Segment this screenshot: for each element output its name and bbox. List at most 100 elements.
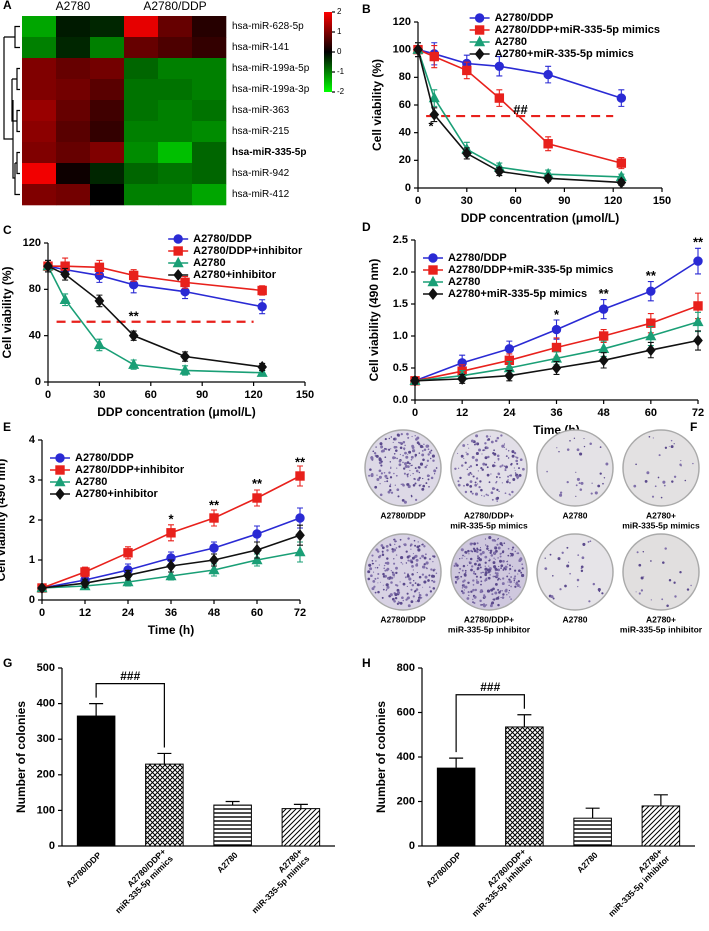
- colony: [412, 595, 415, 598]
- colony: [504, 469, 507, 472]
- colony: [421, 487, 425, 491]
- colony: [578, 482, 581, 485]
- heatmap-cell: [124, 16, 159, 38]
- x-tick-label: 150: [296, 389, 314, 401]
- colony: [501, 582, 505, 586]
- colony: [580, 567, 583, 570]
- colorbar-tick-label: -2: [337, 87, 345, 96]
- colony: [510, 462, 513, 465]
- colony: [576, 448, 580, 452]
- colony: [479, 576, 482, 579]
- colony: [597, 484, 601, 488]
- heatmap-cell: [90, 121, 125, 143]
- colony: [424, 553, 427, 556]
- colony: [494, 567, 498, 571]
- marker: [55, 488, 65, 500]
- colony: [487, 438, 491, 441]
- colony: [397, 601, 400, 603]
- row-label: hsa-miR-199a-5p: [232, 63, 310, 74]
- marker: [462, 65, 472, 76]
- colony: [583, 445, 586, 448]
- colony: [498, 591, 501, 594]
- colony: [472, 588, 475, 592]
- colony: [575, 471, 577, 473]
- y-axis-label: Number of colonies: [374, 701, 388, 813]
- colony: [407, 483, 410, 486]
- colony: [487, 455, 490, 459]
- colony: [402, 599, 404, 602]
- dendrogram: [3, 25, 20, 196]
- heatmap-cell: [22, 142, 57, 164]
- error-bar: [449, 757, 464, 769]
- colony: [491, 498, 494, 501]
- marker: [257, 302, 267, 312]
- colony: [383, 472, 386, 474]
- colony: [465, 483, 469, 487]
- marker: [428, 288, 438, 300]
- colony: [484, 573, 488, 577]
- colony: [499, 476, 501, 479]
- colony: [389, 483, 392, 486]
- colony: [499, 578, 502, 581]
- marker: [252, 493, 262, 503]
- heatmap-cell: [22, 121, 57, 143]
- plate-label: A2780/DDP+: [464, 614, 514, 624]
- colony: [488, 576, 491, 580]
- colony: [377, 590, 380, 594]
- marker: [180, 350, 190, 363]
- colony: [497, 472, 500, 475]
- group-label: A2780: [56, 0, 91, 13]
- colony: [371, 554, 374, 557]
- colony: [648, 435, 651, 438]
- colony: [380, 464, 383, 467]
- colony: [518, 473, 522, 477]
- colony: [674, 595, 677, 598]
- colony: [375, 548, 379, 552]
- colony: [411, 565, 414, 568]
- annotation: **: [693, 235, 704, 250]
- colony: [416, 563, 418, 566]
- colony: [516, 475, 520, 479]
- colony: [410, 560, 414, 564]
- colony: [396, 433, 400, 437]
- colony: [390, 491, 394, 494]
- colony: [376, 478, 380, 481]
- colony: [590, 492, 593, 495]
- colony: [422, 458, 425, 462]
- heatmap-cell: [158, 163, 193, 185]
- heatmap-cell: [22, 79, 57, 101]
- colony: [383, 564, 386, 567]
- colony: [478, 485, 481, 489]
- colony: [509, 474, 513, 477]
- colony: [467, 564, 469, 566]
- colony: [389, 489, 392, 492]
- marker: [646, 286, 656, 296]
- colony: [394, 543, 396, 546]
- x-tick-label: 48: [598, 407, 610, 419]
- colony: [579, 488, 583, 491]
- colony: [498, 490, 500, 493]
- colony: [384, 456, 387, 459]
- colony: [422, 477, 424, 480]
- legend-label: A2780+miR-335-5p mimics: [448, 288, 587, 300]
- y-tick-label: 60: [399, 99, 411, 111]
- colony: [509, 494, 511, 496]
- colony: [599, 446, 602, 448]
- marker: [543, 139, 553, 149]
- colony: [559, 588, 562, 591]
- y-tick-label: 500: [37, 662, 55, 674]
- colony: [588, 600, 591, 603]
- colony: [457, 452, 459, 454]
- colony: [650, 599, 652, 601]
- colony: [477, 555, 479, 557]
- y-tick-label: 0: [405, 182, 411, 194]
- marker: [166, 560, 176, 572]
- colony: [384, 562, 387, 565]
- colony: [457, 575, 459, 578]
- colony: [463, 589, 465, 591]
- colony: [495, 480, 498, 483]
- colony: [414, 453, 418, 457]
- colony: [404, 451, 407, 455]
- colony: [475, 575, 478, 578]
- marker: [461, 147, 472, 160]
